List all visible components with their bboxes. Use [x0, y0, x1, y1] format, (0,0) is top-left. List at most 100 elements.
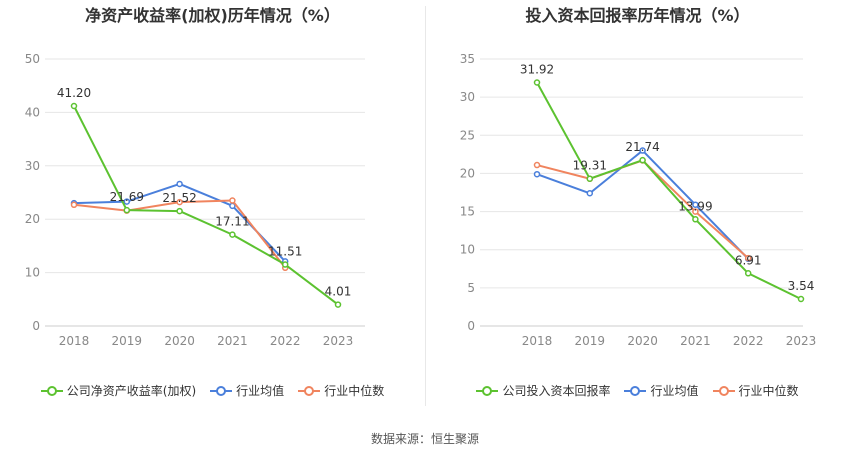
y-tick-label: 25 [460, 128, 475, 142]
data-point [176, 198, 183, 206]
y-tick-label: 15 [460, 205, 475, 219]
y-tick-label: 5 [467, 281, 475, 295]
data-point [229, 231, 236, 238]
legend-marker-dot [482, 385, 493, 396]
legend-item[interactable]: 行业中位数 [712, 382, 799, 399]
series-line [536, 82, 802, 300]
data-point [281, 261, 289, 268]
legend-marker-icon [40, 385, 63, 397]
data-label: 6.91 [735, 253, 762, 267]
y-tick-label: 20 [460, 166, 475, 180]
data-point [533, 79, 541, 86]
chart-title: 投入资本回报率历年情况（%） [525, 6, 750, 25]
data-point [744, 270, 752, 277]
legend-label: 行业中位数 [738, 384, 799, 398]
data-label: 11.51 [268, 245, 302, 259]
data-point [533, 161, 541, 169]
y-tick-label: 50 [25, 52, 40, 66]
data-point [176, 180, 183, 188]
x-tick-label: 2018 [522, 334, 553, 348]
y-tick-label: 30 [460, 90, 475, 104]
legend-marker-icon [712, 385, 735, 397]
data-point [692, 201, 699, 208]
legend-item[interactable]: 行业均值 [624, 382, 699, 399]
data-label: 31.92 [520, 62, 554, 76]
legend-marker-icon [624, 385, 647, 397]
data-label: 17.11 [215, 215, 249, 229]
y-tick-label: 10 [460, 243, 475, 257]
legend-marker-dot [304, 385, 315, 396]
roe-chart-panel: 净资产收益率(加权)历年情况（%） 0 10 20 30 40 50 2018 2019 202… [0, 0, 425, 415]
x-tick-label: 2019 [112, 334, 143, 348]
y-tick-label: 20 [25, 212, 40, 226]
y-tick-label: 0 [32, 319, 40, 333]
data-label: 13.99 [678, 199, 712, 213]
data-label: 21.74 [625, 140, 659, 154]
data-point [176, 207, 183, 215]
x-tick-label: 2018 [59, 334, 90, 348]
panel-divider [425, 6, 426, 406]
data-label: 21.69 [110, 190, 144, 204]
legend-item[interactable]: 行业均值 [210, 382, 284, 399]
data-label: 41.20 [57, 86, 91, 100]
x-tick-label: 2020 [164, 334, 195, 348]
legend-item[interactable]: 行业中位数 [298, 382, 384, 399]
data-point [692, 216, 699, 223]
data-point [123, 206, 131, 214]
data-point [70, 201, 78, 209]
legend-marker-icon [210, 385, 233, 397]
roic-chart-panel: 投入资本回报率历年情况（%） 0 5 10 15 20 25 30 35 2018 2019 202… [425, 0, 850, 415]
x-tick-label: 2021 [680, 334, 711, 348]
legend-label: 公司投入资本回报率 [502, 384, 611, 398]
data-point [533, 170, 541, 178]
x-tick-label: 2021 [217, 334, 248, 348]
data-point [639, 156, 646, 164]
legend-item[interactable]: 公司净资产收益率(加权) [40, 382, 197, 399]
legend-label: 公司净资产收益率(加权) [66, 384, 197, 398]
series-line [536, 159, 749, 259]
data-point [123, 198, 131, 205]
legend-item[interactable]: 公司投入资本回报率 [476, 382, 610, 399]
data-point [797, 295, 805, 303]
legend-marker-dot [216, 385, 227, 396]
y-tick-label: 0 [467, 319, 475, 333]
data-point [639, 147, 646, 154]
y-tick-label: 35 [460, 52, 475, 66]
x-tick-label: 2020 [627, 334, 658, 348]
legend-label: 行业中位数 [324, 384, 385, 398]
y-tick-label: 40 [25, 105, 40, 119]
legend-marker-icon [298, 385, 321, 397]
x-tick-label: 2023 [323, 334, 354, 348]
x-tick-label: 2022 [270, 334, 301, 348]
x-tick-label: 2023 [786, 334, 817, 348]
data-label: 19.31 [573, 159, 607, 173]
legend-marker-dot [46, 385, 57, 396]
x-tick-label: 2022 [733, 334, 764, 348]
x-tick-label: 2019 [575, 334, 606, 348]
data-point [229, 197, 236, 204]
legend-marker-icon [476, 385, 499, 397]
data-label: 21.52 [162, 191, 196, 205]
roic-legend: 公司投入资本回报率 行业均值 行业中位数 [425, 382, 850, 399]
y-tick-label: 30 [25, 159, 40, 173]
chart-title: 净资产收益率(加权)历年情况（%） [85, 6, 340, 25]
series-line [73, 105, 339, 306]
legend-marker-dot [718, 385, 729, 396]
roe-legend: 公司净资产收益率(加权) 行业均值 行业中位数 [0, 382, 425, 399]
data-point [334, 301, 342, 308]
legend-label: 行业均值 [650, 384, 699, 398]
data-point [586, 190, 594, 197]
data-point [70, 102, 78, 110]
data-point [586, 175, 594, 182]
roe-plot-area: 0 10 20 30 40 50 2018 2019 2020 2021 2022 2023 41.20… [25, 52, 365, 348]
roic-plot-area: 0 5 10 15 20 25 30 35 2018 2019 2020 2021 2022 2023 31… [460, 52, 817, 348]
data-point [744, 254, 752, 262]
data-label: 3.54 [788, 279, 815, 293]
series-line [536, 149, 749, 260]
legend-label: 行业均值 [236, 384, 285, 398]
data-point [692, 208, 699, 215]
y-tick-label: 10 [25, 266, 40, 280]
data-label: 4.01 [325, 285, 352, 299]
data-source-note: 数据来源：恒生聚源 [370, 432, 479, 446]
legend-marker-dot [630, 385, 641, 396]
